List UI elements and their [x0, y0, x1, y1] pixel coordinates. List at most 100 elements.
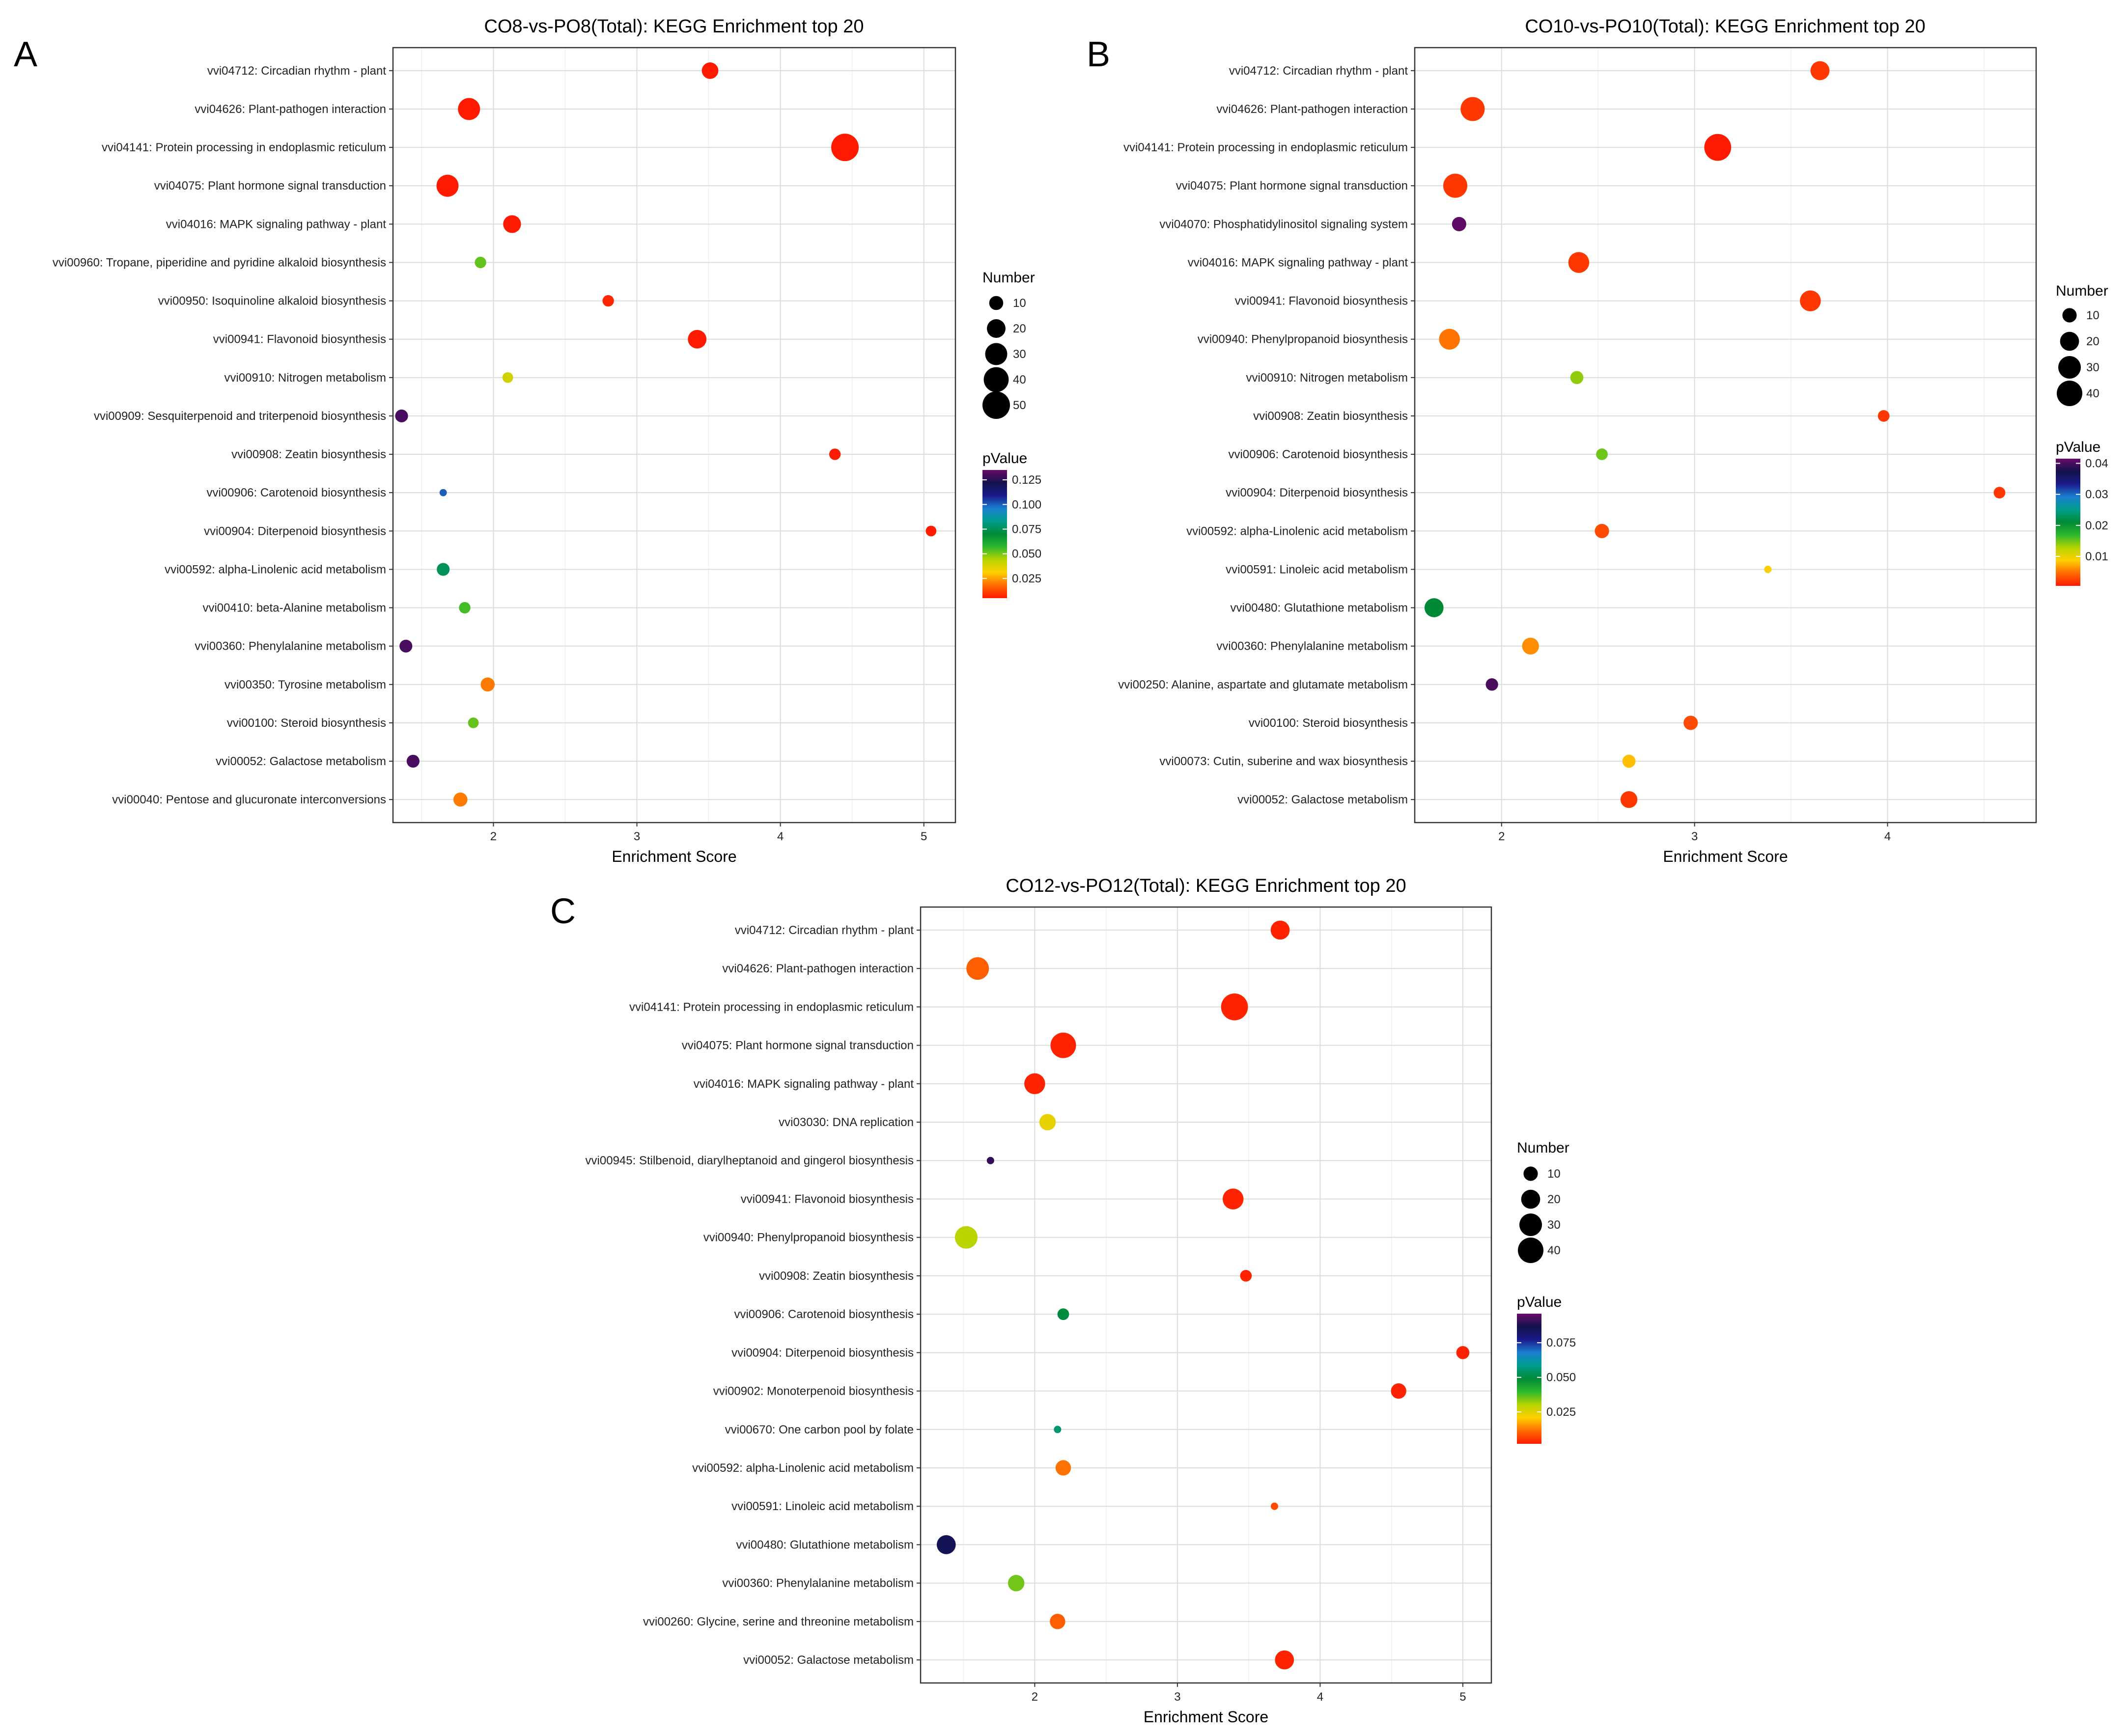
grid: [1415, 48, 2036, 823]
y-tick-label: vvi00906: Carotenoid biosynthesis: [734, 1308, 914, 1321]
y-tick-label: vvi00100: Steroid biosynthesis: [227, 716, 386, 730]
size-legend-dot: [2060, 331, 2079, 351]
point-vvi00592: [1595, 524, 1609, 538]
y-tick-label: vvi00908: Zeatin biosynthesis: [231, 448, 386, 461]
y-tick-label: vvi04016: MAPK signaling pathway - plant: [694, 1077, 914, 1091]
size-legend-label: 30: [1013, 348, 1026, 361]
y-tick-label: vvi00902: Monoterpenoid biosynthesis: [713, 1385, 914, 1398]
point-vvi00670: [1054, 1426, 1062, 1433]
data-points: [1424, 61, 2006, 808]
color-legend: pValue 0.075 0.050 0.025: [1517, 1294, 1576, 1444]
color-bar-label: 0.025: [1546, 1405, 1576, 1419]
size-legend-dot: [1518, 1238, 1543, 1263]
y-tick-label: vvi00941: Flavonoid biosynthesis: [741, 1192, 914, 1206]
panel-b: B CO10-vs-PO10(Total): KEGG Enrichment to…: [1087, 16, 2108, 865]
chart-title: CO10-vs-PO10(Total): KEGG Enrichment top…: [1525, 16, 1925, 37]
color-bar: [982, 470, 1007, 598]
y-tick-label: vvi04016: MAPK signaling pathway - plant: [1188, 256, 1408, 269]
x-axis-title: Enrichment Score: [1663, 848, 1788, 865]
plot-frame: [1414, 47, 2037, 824]
color-legend-title: pValue: [1517, 1294, 1562, 1310]
point-vvi00908: [1240, 1270, 1252, 1282]
x-axis-title: Enrichment Score: [612, 848, 736, 865]
y-tick-label: vvi00591: Linoleic acid metabolism: [1226, 563, 1408, 576]
y-tick-label: vvi00591: Linoleic acid metabolism: [731, 1500, 914, 1513]
color-bar-label: 0.025: [1012, 572, 1041, 585]
data-points: [936, 920, 1470, 1670]
y-tick-label: vvi00360: Phenylalanine metabolism: [722, 1577, 914, 1590]
color-bar-label: 0.100: [1012, 498, 1041, 511]
point-vvi04712: [1810, 61, 1830, 81]
y-tick-label: vvi00592: alpha-Linolenic acid metabolis…: [692, 1461, 914, 1475]
point-vvi00906: [439, 489, 447, 496]
point-vvi00410: [459, 602, 471, 614]
size-legend-label: 30: [2086, 361, 2100, 374]
point-vvi04075: [1443, 173, 1468, 198]
size-legend-dot: [985, 343, 1008, 365]
y-tick-label: vvi04712: Circadian rhythm - plant: [1229, 64, 1408, 78]
x-tick-label: 3: [1691, 830, 1698, 843]
panel-label: B: [1087, 35, 1110, 74]
point-vvi00480: [1424, 598, 1444, 617]
y-tick-label: vvi00052: Galactose metabolism: [743, 1653, 914, 1667]
point-vvi00904: [925, 525, 937, 537]
y-tick-label: vvi00670: One carbon pool by folate: [725, 1423, 914, 1436]
color-bar-label: 0.04: [2085, 457, 2108, 470]
point-vvi00360: [1008, 1574, 1025, 1592]
point-vvi00950: [602, 295, 614, 307]
size-legend-label: 50: [1013, 399, 1026, 412]
y-tick-label: vvi00592: alpha-Linolenic acid metabolis…: [1186, 524, 1408, 538]
size-legend-dot: [2057, 381, 2082, 406]
y-tick-label: vvi00073: Cutin, suberine and wax biosyn…: [1159, 755, 1408, 768]
size-legend: Number 10 20 30 40 50: [982, 270, 1035, 419]
size-legend-dot: [2058, 356, 2081, 379]
y-tick-label: vvi00910: Nitrogen metabolism: [1246, 371, 1408, 385]
point-vvi03030: [1039, 1114, 1056, 1130]
point-vvi00052: [1620, 791, 1638, 808]
point-vvi00910: [502, 372, 513, 383]
x-axis-title: Enrichment Score: [1144, 1708, 1268, 1726]
color-bar-label: 0.050: [1012, 548, 1041, 561]
y-tick-label: vvi04626: Plant-pathogen interaction: [1216, 103, 1408, 116]
chart-title: CO12-vs-PO12(Total): KEGG Enrichment top…: [1006, 876, 1406, 896]
point-vvi04141: [1704, 134, 1732, 161]
size-legend-dot: [982, 391, 1010, 419]
size-legend: Number 10 20 30 40: [1517, 1140, 1569, 1263]
size-legend-label: 10: [1547, 1167, 1561, 1181]
point-vvi00040: [453, 792, 468, 807]
point-vvi00960: [475, 256, 486, 269]
x-tick-label: 5: [921, 830, 927, 843]
y-tick-label: vvi00950: Isoquinoline alkaloid biosynth…: [158, 295, 386, 308]
point-vvi04626: [966, 957, 989, 980]
size-legend-title: Number: [1517, 1140, 1569, 1156]
x-tick-label: 5: [1459, 1690, 1466, 1704]
point-vvi00260: [1050, 1614, 1065, 1629]
y-tick-label: vvi04141: Protein processing in endoplas…: [1123, 141, 1408, 154]
y-tick-label: vvi00908: Zeatin biosynthesis: [1253, 410, 1408, 423]
panel-label: A: [14, 35, 37, 74]
y-tick-label: vvi00906: Carotenoid biosynthesis: [1228, 448, 1408, 461]
point-vvi00909: [395, 409, 408, 423]
point-vvi00940: [1439, 329, 1460, 350]
point-vvi04016: [1568, 252, 1590, 273]
point-vvi00100: [468, 717, 479, 728]
point-vvi04712: [1270, 920, 1290, 940]
x-tick-label: 4: [777, 830, 784, 843]
y-tick-label: vvi04070: Phosphatidylinositol signaling…: [1159, 218, 1408, 231]
color-legend-title: pValue: [2056, 439, 2100, 455]
grid: [393, 48, 955, 823]
x-tick-label: 3: [634, 830, 640, 843]
grid: [921, 907, 1491, 1683]
y-tick-label: vvi00410: beta-Alanine metabolism: [202, 602, 386, 615]
data-points: [395, 62, 937, 807]
y-tick-label: vvi04075: Plant hormone signal transduct…: [682, 1039, 914, 1052]
y-tick-label: vvi00480: Glutathione metabolism: [736, 1538, 914, 1551]
point-vvi00941: [1222, 1188, 1244, 1210]
point-vvi00480: [936, 1535, 956, 1554]
x-tick-label: 4: [1317, 1690, 1323, 1704]
y-tick-label: vvi00480: Glutathione metabolism: [1230, 602, 1408, 615]
size-legend-dot: [1521, 1189, 1540, 1209]
point-vvi04070: [1452, 217, 1466, 231]
